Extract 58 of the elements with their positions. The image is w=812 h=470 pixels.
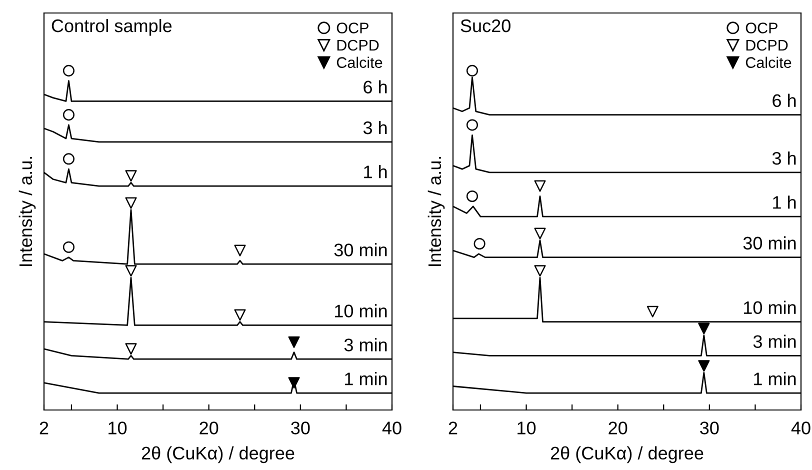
- x-tick-label: 2: [448, 422, 458, 434]
- point: [125, 197, 137, 209]
- point: [534, 180, 546, 192]
- chart-title: Control sample: [52, 18, 172, 36]
- x-tick-label: 20: [200, 422, 218, 434]
- series-label: 1 h: [364, 165, 387, 178]
- x-tick-label: 20: [608, 422, 628, 434]
- point: [62, 109, 74, 121]
- x-tick-label: 40: [791, 422, 810, 434]
- y-axis-title: Intensity / a.u.: [428, 156, 445, 266]
- point: [466, 190, 478, 202]
- point: [466, 119, 478, 131]
- legend-label: Calcite: [336, 56, 382, 68]
- point: [62, 153, 74, 165]
- point: [288, 377, 300, 389]
- y-axis-title: Intensity / a.u.: [18, 156, 36, 266]
- x-tick-label: 30: [291, 422, 310, 434]
- legend-label: DCPD: [337, 40, 379, 51]
- point: [698, 322, 710, 334]
- point: [646, 306, 658, 318]
- point: [234, 309, 246, 321]
- legend-label: Calcite: [746, 56, 792, 68]
- x-axis-title: 2θ (CuKα) / degree: [550, 446, 704, 464]
- point: [534, 265, 546, 277]
- series-label: 30 min: [743, 236, 796, 250]
- legend-label: DCPD: [746, 40, 788, 51]
- series-label: 3 min: [753, 334, 796, 348]
- point: [125, 265, 137, 277]
- series-label: 1 h: [773, 196, 796, 209]
- point: [698, 360, 710, 372]
- legend-label: OCP: [746, 22, 778, 34]
- series-label: 3 h: [772, 151, 796, 165]
- chart-title: Suc20: [460, 19, 510, 32]
- point: [62, 64, 74, 76]
- x-tick-label: 40: [382, 422, 402, 434]
- series-label: 3 h: [363, 120, 387, 134]
- legend-label: OCP: [336, 22, 368, 34]
- series-label: 10 min: [335, 304, 387, 318]
- series-label: 6 h: [364, 80, 387, 94]
- series-label: 1 min: [345, 372, 387, 386]
- point: [534, 228, 546, 240]
- point: [288, 336, 300, 348]
- x-tick-label: 30: [700, 422, 719, 434]
- series-label: 30 min: [334, 243, 387, 256]
- x-axis-title: 2θ (CuKα) / degree: [142, 446, 294, 464]
- x-tick-label: 2: [40, 422, 48, 434]
- point: [234, 244, 246, 256]
- x-tick-label: 10: [108, 422, 127, 434]
- series-label: 1 min: [754, 372, 796, 386]
- series-label: 10 min: [744, 300, 796, 314]
- point: [125, 343, 137, 355]
- point: [474, 238, 486, 250]
- point: [125, 170, 137, 182]
- x-tick-label: 10: [518, 422, 536, 434]
- point: [62, 241, 74, 253]
- series-label: 3 min: [344, 338, 387, 352]
- point: [466, 64, 478, 76]
- series-label: 6 h: [772, 94, 796, 108]
